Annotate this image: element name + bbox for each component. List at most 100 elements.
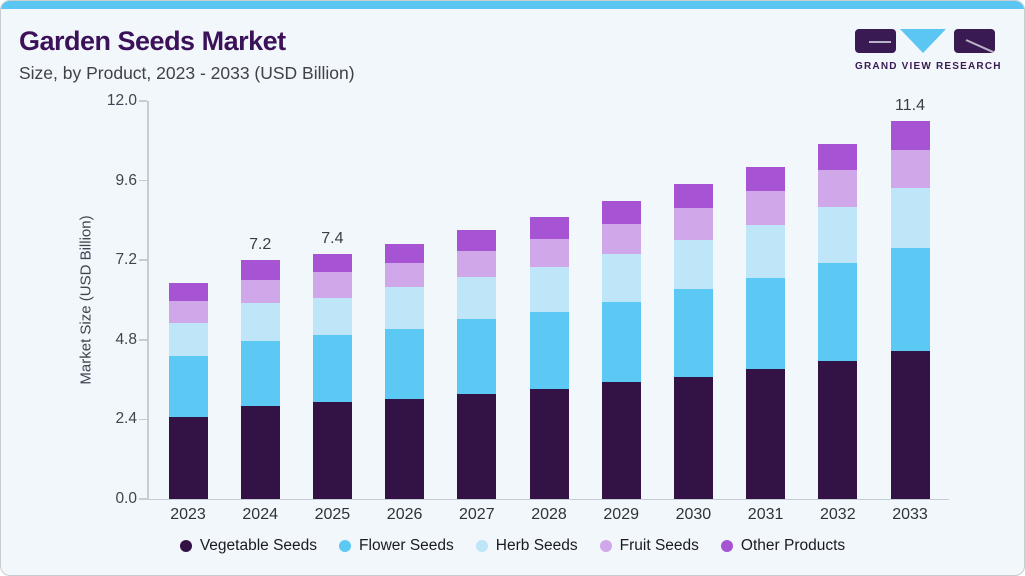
grand-view-research-logo: GRAND VIEW RESEARCH xyxy=(855,29,1002,72)
y-tick-label: 12.0 xyxy=(106,92,137,109)
y-tick-label: 2.4 xyxy=(115,410,137,428)
y-tick-label: 0.0 xyxy=(115,490,137,507)
x-category-label: 2033 xyxy=(892,506,928,523)
bar-segment xyxy=(457,277,497,319)
x-category-label: 2025 xyxy=(314,506,351,523)
x-category-label: 2028 xyxy=(531,506,567,523)
page-subtitle: Size, by Product, 2023 - 2033 (USD Billi… xyxy=(19,62,355,83)
legend-item: Flower Seeds xyxy=(339,537,454,555)
bar-segment xyxy=(890,247,930,352)
page-title: Garden Seeds Market xyxy=(19,26,286,56)
bar-segment xyxy=(890,120,930,151)
x-category-label: 2030 xyxy=(675,506,712,523)
y-tick xyxy=(139,100,147,102)
legend-item: Vegetable Seeds xyxy=(179,537,318,555)
bar-segment xyxy=(457,250,497,278)
logo-v-triangle-icon xyxy=(900,29,946,53)
bar-segment xyxy=(385,328,425,399)
x-axis-line xyxy=(147,498,949,500)
bar-segment xyxy=(529,266,569,312)
chart-legend: Vegetable Seeds Flower Seeds Herb Seeds Fru… xyxy=(1,537,1024,555)
bar-segment xyxy=(385,243,425,264)
bar-segment xyxy=(746,190,786,225)
bar-segment xyxy=(385,263,425,288)
logo-g-bar xyxy=(869,41,891,43)
y-axis-line xyxy=(147,101,149,499)
y-tick-label: 9.6 xyxy=(115,171,137,189)
logo-g-block-icon xyxy=(855,29,896,53)
legend-label: Fruit Seeds xyxy=(619,537,699,554)
bar-segment xyxy=(746,224,786,278)
legend-swatch-icon xyxy=(599,540,612,552)
bar-segment xyxy=(818,207,858,263)
bar-segment xyxy=(890,351,930,499)
legend-swatch-icon xyxy=(179,540,192,552)
bar-segment xyxy=(529,217,569,239)
bar-segment xyxy=(601,224,641,255)
legend-item: Herb Seeds xyxy=(475,537,578,555)
x-category-label: 2029 xyxy=(603,506,639,523)
bar-total-label: 7.4 xyxy=(321,229,344,247)
legend-swatch-icon xyxy=(475,540,488,552)
bar-segment xyxy=(168,301,208,324)
legend-label: Other Products xyxy=(740,537,846,554)
bar-segment xyxy=(240,340,280,407)
legend-label: Herb Seeds xyxy=(495,537,578,554)
bar-segment xyxy=(312,297,352,335)
y-tick xyxy=(139,418,147,421)
chart-header: Garden Seeds Market Size, by Product, 20… xyxy=(19,26,355,84)
x-category-label: 2031 xyxy=(747,506,784,523)
bar-segment xyxy=(240,280,280,303)
accent-strip xyxy=(1,1,1024,9)
bar-segment xyxy=(673,376,713,499)
bar-segment xyxy=(168,323,208,357)
bar-segment xyxy=(818,144,858,170)
y-tick xyxy=(139,179,147,182)
gvr-logo-icon xyxy=(855,29,995,54)
bar-segment xyxy=(818,169,858,208)
legend-label: Vegetable Seeds xyxy=(199,537,318,554)
bar-segment xyxy=(746,277,786,369)
bar-segment xyxy=(818,360,858,499)
bar-segment xyxy=(818,262,858,361)
bar-segment xyxy=(168,356,208,417)
bar-segment xyxy=(312,402,352,499)
x-category-label: 2023 xyxy=(170,506,206,523)
bar-segment xyxy=(457,393,497,499)
legend-item: Other Products xyxy=(720,537,846,555)
bar-segment xyxy=(746,167,786,191)
logo-r-block-icon xyxy=(954,29,995,54)
y-tick-label: 7.2 xyxy=(115,251,137,269)
bar-segment xyxy=(240,406,280,499)
bar-segment xyxy=(240,260,280,281)
bar-segment xyxy=(312,253,352,272)
bar-segment xyxy=(385,287,425,329)
bar-segment xyxy=(457,230,497,251)
bar-segment xyxy=(601,301,641,382)
y-axis-title: Market Size (USD Billion) xyxy=(77,215,95,385)
bar-segment xyxy=(673,183,713,209)
bar-segment xyxy=(529,388,569,499)
bar-segment xyxy=(385,398,425,499)
bar-segment xyxy=(457,318,497,394)
y-tick xyxy=(139,259,147,261)
logo-wordmark: GRAND VIEW RESEARCH xyxy=(855,61,1002,72)
bar-segment xyxy=(890,150,930,188)
legend-label: Flower Seeds xyxy=(359,537,454,554)
bar-segment xyxy=(601,381,641,499)
bar-total-label: 7.2 xyxy=(249,236,272,254)
bar-segment xyxy=(673,239,713,290)
bar-segment xyxy=(168,283,208,302)
legend-item: Fruit Seeds xyxy=(599,537,699,555)
bar-segment xyxy=(240,302,280,341)
y-tick-label: 4.8 xyxy=(115,330,137,348)
bar-segment xyxy=(312,271,352,298)
y-tick xyxy=(139,339,147,341)
bar-segment xyxy=(529,311,569,389)
bar-segment xyxy=(890,187,930,248)
bar-segment xyxy=(673,289,713,377)
bar-segment xyxy=(673,208,713,240)
